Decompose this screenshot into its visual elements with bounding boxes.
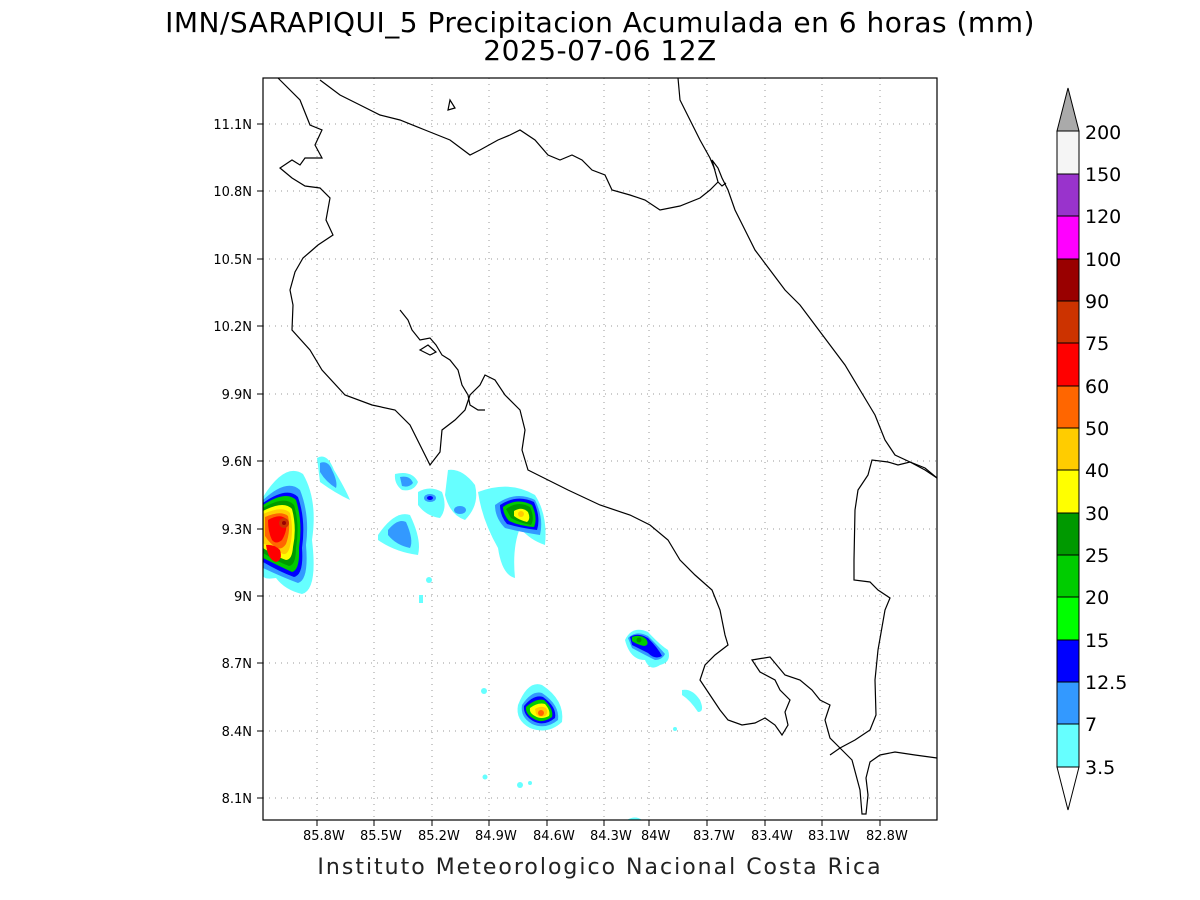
colorbar-label: 75 bbox=[1085, 333, 1109, 355]
lon-tick-label: 84.9W bbox=[475, 829, 517, 844]
lon-tick-label: 82.8W bbox=[866, 829, 908, 844]
colorbar-label: 25 bbox=[1085, 545, 1109, 567]
map-grid bbox=[263, 78, 937, 820]
colorbar-swatch-120 bbox=[1056, 173, 1080, 217]
colorbar-swatch-30 bbox=[1056, 469, 1080, 514]
rain-cell-east bbox=[625, 629, 669, 668]
colorbar-swatch-12-5 bbox=[1056, 639, 1080, 683]
colorbar-label: 90 bbox=[1085, 291, 1109, 313]
rain-cell bbox=[418, 488, 445, 518]
rain-cell-west bbox=[263, 470, 314, 594]
colorbar-label: 200 bbox=[1085, 122, 1121, 144]
colorbar-swatch-60 bbox=[1056, 342, 1080, 387]
colorbar-swatch-50 bbox=[1056, 385, 1080, 429]
lon-tick-label: 85.2W bbox=[418, 829, 460, 844]
rain-cell-south bbox=[517, 684, 563, 731]
lon-tick-label: 85.8W bbox=[303, 829, 345, 844]
colorbar-swatch-20 bbox=[1056, 554, 1080, 598]
colorbar-swatch-90 bbox=[1056, 258, 1080, 302]
colorbar-label: 12.5 bbox=[1085, 672, 1127, 694]
rain-cell bbox=[320, 462, 337, 488]
colorbar-swatch-150 bbox=[1056, 130, 1080, 175]
lat-tick-label: 9.3N bbox=[222, 523, 252, 538]
lat-tick-label: 10.2N bbox=[213, 320, 252, 335]
colorbar-label: 120 bbox=[1085, 206, 1121, 228]
rain-cell bbox=[445, 469, 477, 520]
lat-tick-label: 8.1N bbox=[222, 792, 252, 807]
lon-tick-label: 84.3W bbox=[590, 829, 632, 844]
lon-tick-label: 84.6W bbox=[533, 829, 575, 844]
lat-tick-label: 9N bbox=[234, 590, 252, 605]
lat-tick-label: 9.9N bbox=[222, 388, 252, 403]
longitude-labels: 85.8W 85.5W 85.2W 84.9W 84.6W 84.3W 84W … bbox=[303, 829, 908, 844]
institution-footer: Instituto Meteorologico Nacional Costa R… bbox=[317, 855, 883, 880]
lat-tick-label: 9.6N bbox=[222, 455, 252, 470]
colorbar-label: 100 bbox=[1085, 249, 1121, 271]
rain-cell bbox=[400, 476, 413, 487]
colorbar-swatch-40 bbox=[1056, 427, 1080, 471]
colorbar-swatch-75 bbox=[1056, 300, 1080, 344]
lat-tick-label: 10.8N bbox=[213, 185, 252, 200]
colorbar-label: 3.5 bbox=[1085, 757, 1115, 779]
colorbar-label: 15 bbox=[1085, 630, 1109, 652]
lat-tick-label: 11.1N bbox=[213, 118, 252, 133]
colorbar-label: 150 bbox=[1085, 164, 1121, 186]
map-frame bbox=[262, 77, 938, 821]
latitude-labels: 11.1N 10.8N 10.5N 10.2N 9.9N 9.6N 9.3N 9… bbox=[213, 118, 252, 807]
lat-tick-label: 8.4N bbox=[222, 725, 252, 740]
colorbar-label: 40 bbox=[1085, 460, 1109, 482]
map-title: IMN/SARAPIQUI_5 Precipitacion Acumulada … bbox=[165, 6, 1035, 39]
colorbar-label: 50 bbox=[1085, 418, 1109, 440]
lon-tick-label: 83.4W bbox=[751, 829, 793, 844]
colorbar-label: 7 bbox=[1085, 714, 1097, 736]
colorbar-swatch-15 bbox=[1056, 596, 1080, 641]
colorbar-swatch-3-5 bbox=[1056, 723, 1080, 768]
rain-cell-central bbox=[478, 486, 546, 578]
colorbar-label: 20 bbox=[1085, 587, 1109, 609]
lat-tick-label: 10.5N bbox=[213, 253, 252, 268]
map-datetime: 2025-07-06 12Z bbox=[483, 34, 717, 67]
lon-tick-label: 83.7W bbox=[693, 829, 735, 844]
colorbar-over-arrow bbox=[1056, 87, 1080, 132]
lon-tick-label: 84W bbox=[641, 829, 671, 844]
colorbar: 200 150 120 100 90 75 60 50 40 30 25 20 … bbox=[1056, 87, 1127, 811]
lon-tick-label: 83.1W bbox=[808, 829, 850, 844]
rain-cell bbox=[388, 521, 412, 548]
colorbar-swatch-100 bbox=[1056, 215, 1080, 260]
lon-tick-label: 85.5W bbox=[360, 829, 402, 844]
colorbar-label: 30 bbox=[1085, 503, 1109, 525]
colorbar-swatch-25 bbox=[1056, 512, 1080, 556]
colorbar-label: 60 bbox=[1085, 376, 1109, 398]
precipitation-fields bbox=[263, 456, 703, 820]
colorbar-under-arrow bbox=[1056, 766, 1080, 811]
colorbar-swatch-7 bbox=[1056, 681, 1080, 725]
lat-tick-label: 8.7N bbox=[222, 657, 252, 672]
coastlines bbox=[277, 77, 938, 815]
